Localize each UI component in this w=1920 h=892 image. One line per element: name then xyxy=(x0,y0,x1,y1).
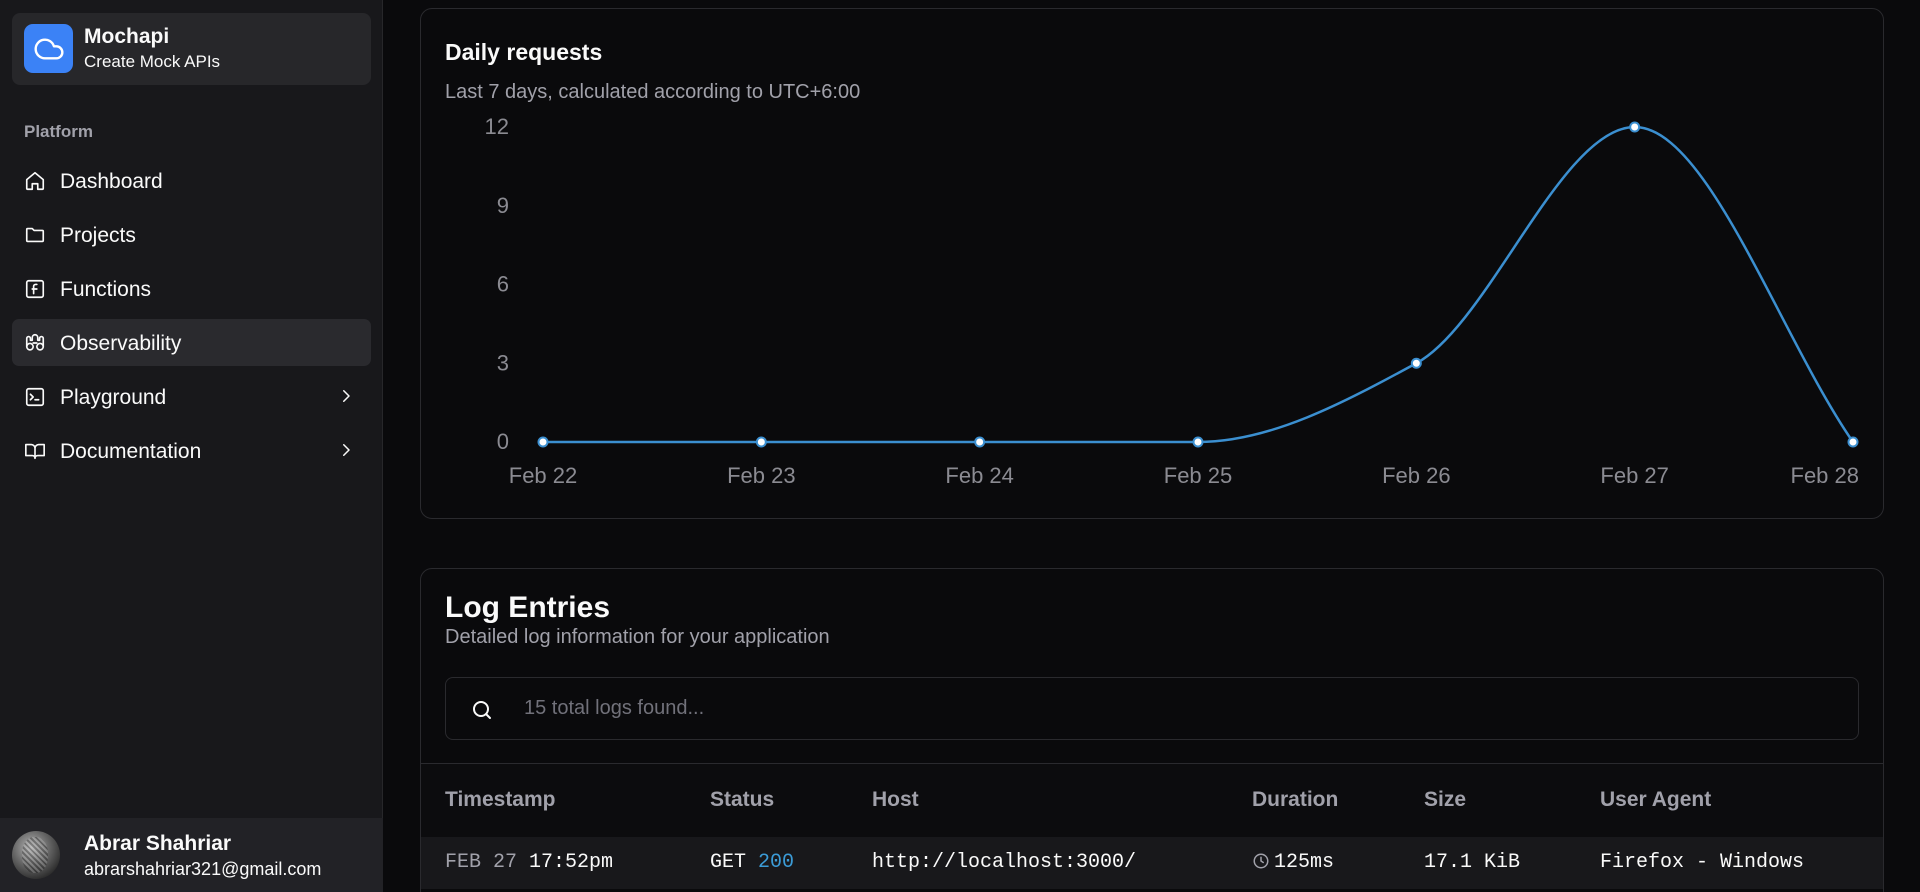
column-header-status[interactable]: Status xyxy=(710,788,775,811)
sidebar-item-label: Dashboard xyxy=(60,170,163,193)
brand-name: Mochapi xyxy=(84,25,170,48)
x-tick-label: Feb 23 xyxy=(727,463,796,488)
table-row[interactable]: FEB 27 17:52pm GET 200 http://localhost:… xyxy=(421,837,1883,889)
column-header-duration[interactable]: Duration xyxy=(1252,788,1339,811)
column-header-user-agent[interactable]: User Agent xyxy=(1600,788,1712,811)
sidebar-item-label: Documentation xyxy=(60,440,202,463)
user-menu[interactable]: Abrar Shahriar abrarshahriar321@gmail.co… xyxy=(0,818,383,892)
data-point[interactable] xyxy=(1629,121,1641,133)
duration-value: 125ms xyxy=(1274,851,1335,874)
chevron-right-icon xyxy=(337,441,355,459)
log-entries-title: Log Entries xyxy=(445,591,611,624)
data-point[interactable] xyxy=(755,436,767,448)
cell-size: 17.1 KiB xyxy=(1424,851,1521,874)
x-tick-label: Feb 24 xyxy=(945,463,1014,488)
chevron-right-icon xyxy=(337,387,355,405)
sidebar-item-observability[interactable]: Observability xyxy=(12,319,371,366)
sidebar-item-label: Observability xyxy=(60,332,182,355)
daily-requests-chart: 0 3 6 9 12 Feb 22 Feb 23 Feb 24 Feb 25 Feb 26 Feb … xyxy=(485,114,1860,488)
y-tick-label: 0 xyxy=(497,429,509,454)
sidebar-item-label: Playground xyxy=(60,386,167,409)
data-point[interactable] xyxy=(1410,357,1422,369)
chart-subtitle: Last 7 days, calculated according to UTC… xyxy=(445,81,861,103)
avatar xyxy=(12,831,60,879)
search-icon xyxy=(470,698,494,722)
series-line xyxy=(542,125,1855,444)
data-point[interactable] xyxy=(1192,436,1204,448)
column-header-size[interactable]: Size xyxy=(1424,788,1467,811)
cloud-icon xyxy=(24,24,73,73)
x-tick-label: Feb 25 xyxy=(1164,463,1233,488)
sidebar-item-projects[interactable]: Projects xyxy=(12,211,371,258)
binoculars-icon xyxy=(24,332,46,354)
terminal-icon xyxy=(24,386,46,408)
folder-icon xyxy=(24,224,46,246)
daily-requests-card: Daily requests Last 7 days, calculated a… xyxy=(420,8,1884,519)
nav-section-label: Platform xyxy=(24,122,93,141)
data-point[interactable] xyxy=(974,436,986,448)
cell-status: GET 200 xyxy=(710,851,794,874)
x-tick-label: Feb 26 xyxy=(1382,463,1451,488)
timestamp-time: 17:52pm xyxy=(529,851,614,874)
cell-timestamp: FEB 27 17:52pm xyxy=(445,851,613,874)
sidebar-item-documentation[interactable]: Documentation xyxy=(12,427,371,474)
data-point[interactable] xyxy=(1847,436,1859,448)
home-icon xyxy=(24,170,46,192)
y-tick-label: 6 xyxy=(497,272,509,297)
y-tick-label: 9 xyxy=(497,193,509,218)
clock-icon xyxy=(1252,852,1270,870)
column-header-host[interactable]: Host xyxy=(872,788,919,811)
timestamp-date: FEB 27 xyxy=(445,851,518,874)
chart-title: Daily requests xyxy=(445,39,603,65)
column-header-timestamp[interactable]: Timestamp xyxy=(445,788,556,811)
sidebar-item-functions[interactable]: Functions xyxy=(12,265,371,312)
request-method: GET xyxy=(710,851,747,874)
log-entries-card: Log Entries Detailed log information for… xyxy=(420,568,1884,892)
sidebar-item-playground[interactable]: Playground xyxy=(12,373,371,420)
log-search xyxy=(445,677,1859,740)
log-table-header: Timestamp Status Host Duration Size User… xyxy=(421,764,1883,837)
data-point[interactable] xyxy=(537,436,549,448)
status-code: 200 xyxy=(758,851,795,874)
log-entries-subtitle: Detailed log information for your applic… xyxy=(445,626,830,648)
x-tick-label: Feb 27 xyxy=(1600,463,1669,488)
brand-switcher[interactable]: Mochapi Create Mock APIs xyxy=(12,13,371,85)
log-table: Timestamp Status Host Duration Size User… xyxy=(421,763,1883,889)
y-tick-label: 3 xyxy=(497,350,509,375)
x-tick-label: Feb 28 xyxy=(1791,463,1860,488)
y-tick-label: 12 xyxy=(485,114,509,139)
sidebar-item-label: Projects xyxy=(60,224,136,247)
user-email: abrarshahriar321@gmail.com xyxy=(84,859,322,879)
book-icon xyxy=(24,440,46,462)
cell-duration: 125ms xyxy=(1252,851,1334,874)
cell-host: http://localhost:3000/ xyxy=(872,851,1137,874)
log-search-input[interactable] xyxy=(524,678,1824,739)
sidebar-item-dashboard[interactable]: Dashboard xyxy=(12,157,371,204)
cell-user-agent: Firefox - Windows xyxy=(1600,851,1805,874)
user-name: Abrar Shahriar xyxy=(84,832,232,855)
sidebar: Mochapi Create Mock APIs Platform Dashbo… xyxy=(0,0,383,892)
function-icon xyxy=(24,278,46,300)
sidebar-item-label: Functions xyxy=(60,278,152,301)
brand-subtitle: Create Mock APIs xyxy=(84,52,221,71)
x-tick-label: Feb 22 xyxy=(509,463,578,488)
